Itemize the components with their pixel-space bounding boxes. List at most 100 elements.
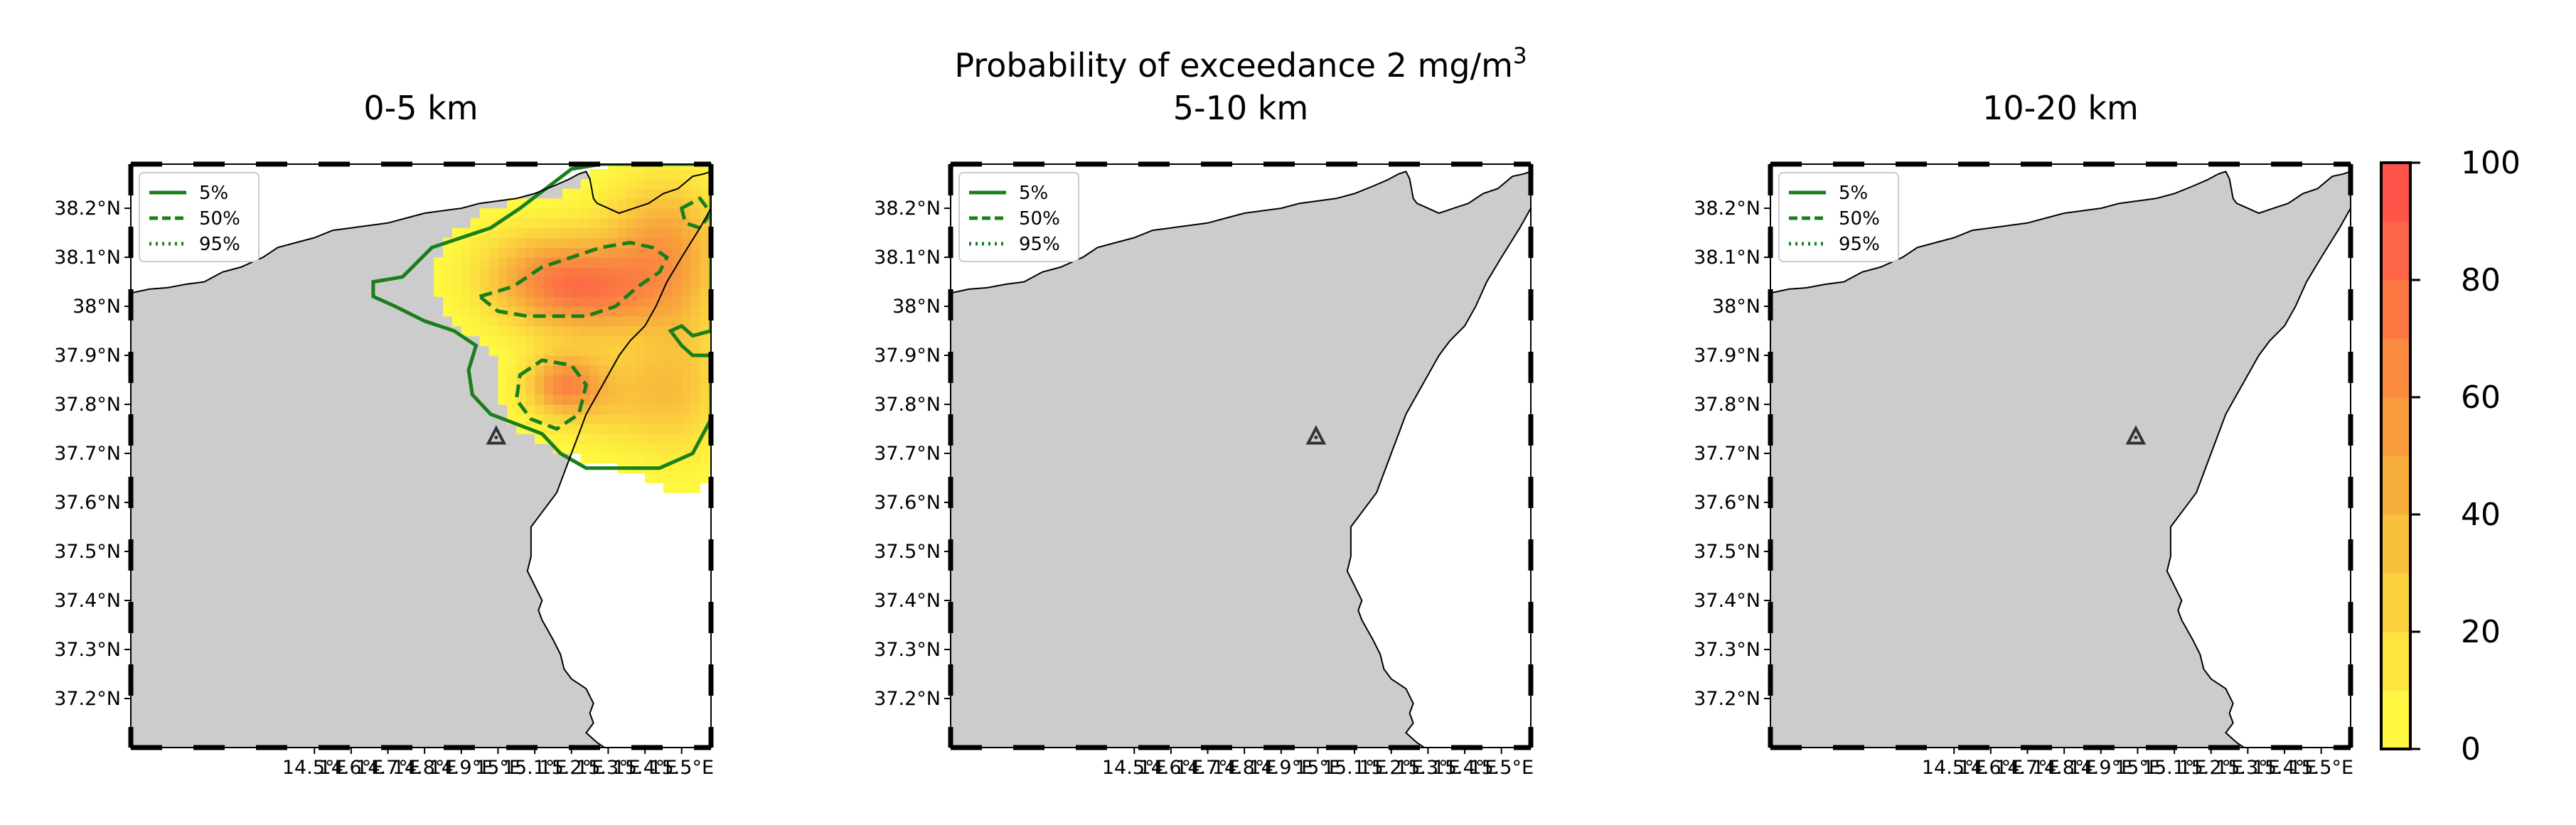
heatmap-cell [479, 217, 490, 229]
heatmap-cell [700, 443, 710, 454]
heatmap-cell [599, 188, 609, 199]
heatmap-cell [700, 286, 710, 297]
heatmap-cell [470, 217, 481, 229]
heatmap-cell [626, 433, 636, 444]
heatmap-cell [552, 345, 563, 356]
y-tick-label: 37.5°N [54, 541, 121, 563]
heatmap-cell [552, 266, 563, 278]
heatmap-cell [470, 276, 481, 288]
colorbar-level [2381, 338, 2410, 398]
heatmap-cell [700, 276, 710, 288]
heatmap-cell [645, 335, 655, 346]
heatmap-cell [443, 296, 453, 307]
heatmap-cell [626, 404, 636, 415]
x-tick-label: 15.5°E [2289, 757, 2353, 779]
map-area [131, 164, 711, 748]
heatmap-cell [552, 325, 563, 337]
heatmap-cell [571, 266, 582, 278]
heatmap-cell [599, 286, 609, 297]
heatmap-cell [599, 325, 609, 337]
heatmap-cell [681, 482, 692, 493]
panel-title: 10-20 km [1982, 89, 2139, 127]
y-tick-label: 38.2°N [1694, 198, 1760, 220]
heatmap-cell [672, 208, 683, 219]
heatmap-cell [645, 286, 655, 297]
heatmap-cell [498, 325, 508, 337]
heatmap-cell [608, 266, 618, 278]
heatmap-cell [552, 217, 563, 229]
colorbar-level [2381, 573, 2410, 632]
x-tick-label: 15.1°E [1322, 757, 1387, 779]
heatmap-cell [608, 335, 618, 346]
heatmap-cell [653, 306, 664, 317]
heatmap-cell [645, 188, 655, 199]
heatmap-cell [589, 453, 600, 464]
heatmap-cell [507, 198, 517, 209]
heatmap-cell [507, 404, 517, 415]
legend-label: 95% [1839, 234, 1880, 255]
heatmap-cell [645, 473, 655, 483]
heatmap-cell [663, 384, 673, 395]
heatmap-cell [562, 374, 572, 386]
heatmap-cell [636, 404, 646, 415]
heatmap-cell [672, 384, 683, 395]
heatmap-cell [690, 164, 701, 170]
heatmap-cell [608, 164, 618, 170]
heatmap-cell [525, 316, 535, 327]
heatmap-cell [645, 296, 655, 307]
heatmap-cell [636, 335, 646, 346]
heatmap-cell [663, 473, 673, 483]
colorbar-level [2381, 163, 2410, 222]
contour-50-percent [679, 196, 711, 230]
heatmap-cell [562, 296, 572, 307]
heatmap-cell [525, 404, 535, 415]
heatmap-cell [580, 276, 591, 288]
heatmap-cell [488, 227, 498, 239]
x-tick-label: 14.6°E [1139, 757, 1204, 779]
heatmap-cell [636, 453, 646, 464]
heatmap-cell [544, 286, 554, 297]
heatmap-cell [700, 414, 710, 425]
x-tick-label: 15.3°E [1396, 757, 1460, 779]
heatmap-cell [617, 198, 627, 209]
heatmap-cell [700, 316, 710, 327]
heatmap-cell [525, 276, 535, 288]
heatmap-cell [709, 453, 711, 464]
heatmap-cell [451, 257, 462, 268]
heatmap-cell [580, 257, 591, 268]
heatmap-cell [479, 276, 490, 288]
heatmap-cell [535, 247, 545, 258]
heatmap-cell [690, 306, 701, 317]
heatmap-cell [681, 227, 692, 239]
heatmap-cell [580, 266, 591, 278]
heatmap-cell [653, 276, 664, 288]
y-tick-label: 37.6°N [54, 492, 121, 514]
y-tick-label: 37.8°N [1694, 394, 1760, 416]
heatmap-cell [580, 227, 591, 239]
heatmap-cell [709, 345, 711, 356]
heatmap-cell [544, 374, 554, 386]
heatmap-cell [599, 266, 609, 278]
heatmap-cell [599, 424, 609, 435]
heatmap-cell [571, 306, 582, 317]
heatmap-cell [608, 276, 618, 288]
heatmap-cell [571, 424, 582, 435]
x-tick-label: 14.5°E [1922, 757, 1987, 779]
heatmap-cell [672, 394, 683, 405]
heatmap-cell [507, 374, 517, 386]
colorbar-tick-label: 40 [2461, 497, 2501, 533]
heatmap-cell [681, 276, 692, 288]
heatmap-cell [626, 424, 636, 435]
heatmap-cell [626, 443, 636, 454]
heatmap-cell [608, 453, 618, 464]
y-tick-label: 37.2°N [54, 688, 121, 710]
heatmap-cell [580, 335, 591, 346]
heatmap-cell [525, 374, 535, 386]
heatmap-cell [690, 247, 701, 258]
y-tick-label: 38°N [1712, 296, 1760, 318]
heatmap-cell [562, 188, 572, 199]
heatmap-cell [507, 316, 517, 327]
heatmap-cell [525, 345, 535, 356]
y-tick-label: 37.9°N [54, 345, 121, 367]
heatmap-cell [571, 276, 582, 288]
